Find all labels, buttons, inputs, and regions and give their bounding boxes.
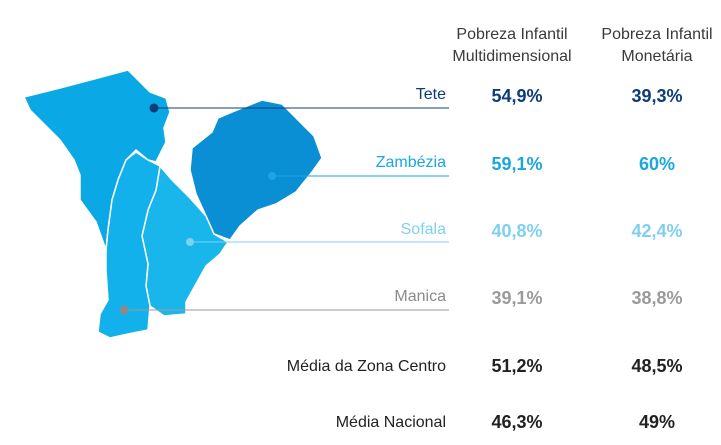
value-centre-zone-multidimensional: 51,2% [491,356,543,376]
header-monetary-line2: Monetária [621,48,693,65]
value-manica-multidimensional: 39,1% [491,288,543,308]
value-national-multidimensional: 46,3% [491,412,543,432]
map-dot-manica [119,305,129,315]
header-multidimensional-line1: Pobreza Infantil [456,26,568,43]
value-tete-multidimensional: 54,9% [491,86,543,106]
region-label-zambezia: Zambézia [375,154,446,171]
region-label-sofala: Sofala [400,221,446,238]
value-sofala-multidimensional: 40,8% [491,221,543,241]
header-multidimensional-line2: Multidimensional [452,48,572,65]
value-sofala-monetary: 42,4% [631,221,683,241]
average-label-centre-zone: Média da Zona Centro [286,358,446,375]
header-multidimensional: Pobreza Infantil Multidimensional [437,24,587,68]
value-national-monetary: 49% [638,412,676,432]
value-zambezia-multidimensional: 59,1% [491,154,543,174]
value-centre-zone-monetary: 48,5% [631,356,683,376]
value-manica-monetary: 38,8% [631,288,683,308]
value-tete-monetary: 39,3% [631,86,683,106]
map-dot-zambezia [268,172,276,180]
header-monetary-line1: Pobreza Infantil [601,26,713,43]
value-zambezia-monetary: 60% [638,154,676,174]
map-dot-sofala [186,238,194,246]
map-dot-tete [149,103,159,113]
average-label-national: Média Nacional [335,414,446,431]
header-monetary: Pobreza Infantil Monetária [582,24,721,68]
map-region-manica [97,151,161,339]
region-label-manica: Manica [394,288,446,305]
region-label-tete: Tete [415,86,446,103]
map-region-tete [22,69,171,251]
